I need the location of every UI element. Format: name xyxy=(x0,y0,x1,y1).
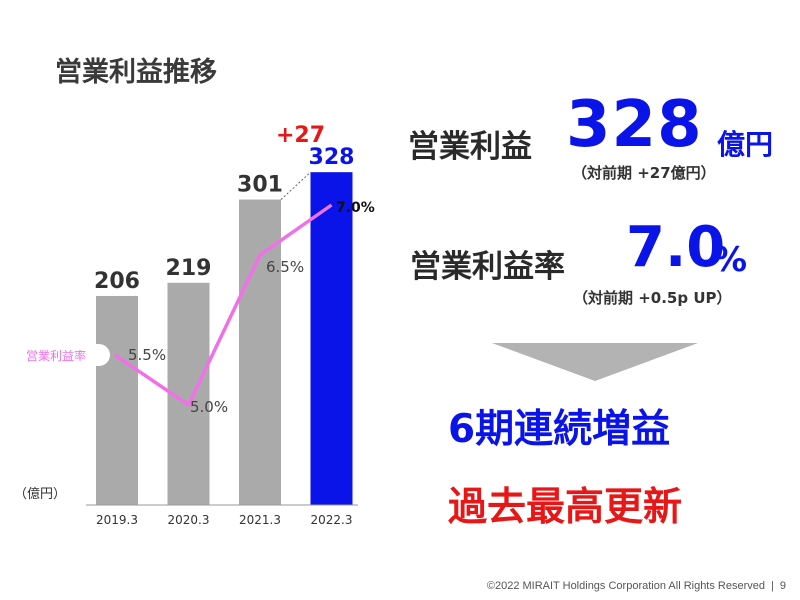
bar-value-label: 328 xyxy=(309,145,355,170)
footer-separator: | xyxy=(771,580,774,592)
bar-2019.3 xyxy=(96,295,138,505)
margin-series-badge xyxy=(22,344,110,366)
margin-series-name: 営業利益率 xyxy=(26,348,86,363)
margin-data-label: 6.5% xyxy=(266,258,304,276)
bar-value-label: 206 xyxy=(94,269,140,294)
margin-data-label: 5.0% xyxy=(190,398,228,416)
profit-value: 328 xyxy=(566,88,703,162)
margin-data-label: 5.5% xyxy=(128,346,166,364)
bar-2022.3 xyxy=(310,172,353,506)
x-tick-label: 2022.3 xyxy=(311,513,353,527)
profit-unit: 億円 xyxy=(717,128,774,161)
increase-label: +27 xyxy=(276,123,325,148)
bar-value-label: 301 xyxy=(237,173,283,198)
x-tick-label: 2021.3 xyxy=(239,513,281,527)
margin-unit: % xyxy=(713,240,748,280)
bar-2021.3 xyxy=(239,199,281,505)
record-headline: 過去最高更新 xyxy=(448,485,683,530)
margin-data-label: 7.0% xyxy=(336,200,375,216)
increase-guide-line xyxy=(280,171,311,200)
streak-headline: 6期連続増益 xyxy=(448,407,671,452)
profit-change: （対前期 +27億円） xyxy=(572,164,716,182)
page-title: 営業利益推移 xyxy=(55,57,217,88)
margin-change: （対前期 +0.5p UP） xyxy=(573,289,732,307)
x-tick-label: 2020.3 xyxy=(168,513,210,527)
margin-value: 7.0 xyxy=(626,215,726,280)
y-unit-label: （億円） xyxy=(14,486,66,502)
footer: ©2022 MIRAIT Holdings Corporation All Ri… xyxy=(487,580,786,592)
copyright-text: ©2022 MIRAIT Holdings Corporation All Ri… xyxy=(486,580,766,592)
margin-line xyxy=(114,203,333,407)
page-number: 9 xyxy=(779,580,786,592)
margin-label: 営業利益率 xyxy=(410,249,565,285)
down-arrow-icon xyxy=(492,343,698,381)
profit-label: 営業利益 xyxy=(408,129,532,165)
bar-value-label: 219 xyxy=(166,256,212,281)
x-tick-label: 2019.3 xyxy=(96,513,138,527)
